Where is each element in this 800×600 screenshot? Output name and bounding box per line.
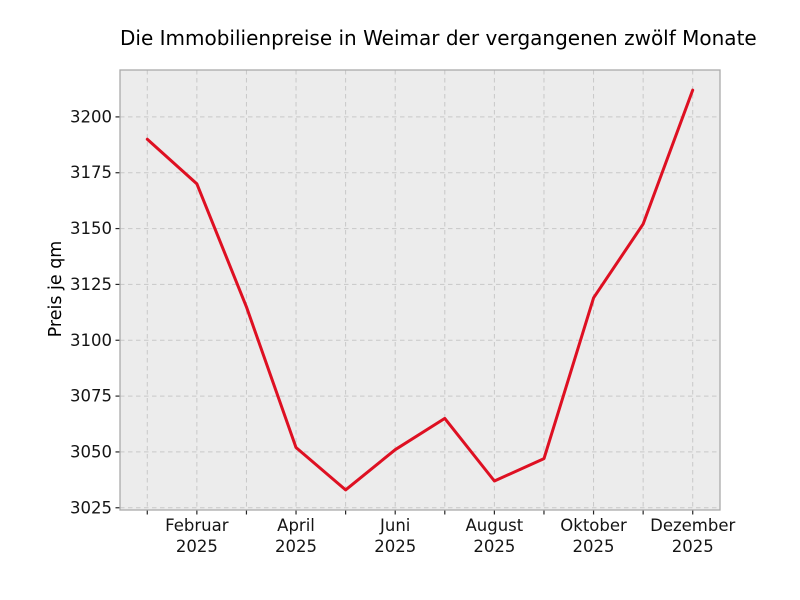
y-tick-label: 3050: [70, 442, 112, 461]
y-tick-label: 3175: [70, 163, 112, 182]
y-tick-label: 3100: [70, 331, 112, 350]
x-tick-label-month: August: [466, 516, 524, 535]
x-tick-label-year: 2025: [374, 537, 416, 556]
x-tick-label-year: 2025: [473, 537, 515, 556]
x-tick-label-year: 2025: [176, 537, 218, 556]
x-tick-label-month: Februar: [165, 516, 229, 535]
y-tick-label: 3125: [70, 275, 112, 294]
x-tick-label-month: Oktober: [560, 516, 627, 535]
plot-area: [120, 70, 720, 510]
y-tick-label: 3075: [70, 387, 112, 406]
x-tick-label-month: Dezember: [650, 516, 735, 535]
y-tick-label: 3025: [70, 498, 112, 517]
price-line: [145, 88, 695, 492]
x-tick-label-year: 2025: [275, 537, 317, 556]
x-tick-label-month: April: [277, 516, 315, 535]
x-tick-label-month: Juni: [379, 516, 410, 535]
plot-border: [119, 69, 721, 511]
chart-title: Die Immobilienpreise in Weimar der verga…: [120, 26, 757, 50]
y-tick-label: 3150: [70, 219, 112, 238]
y-tick-label: 3200: [70, 107, 112, 126]
x-tick-label-year: 2025: [573, 537, 615, 556]
x-tick-label-year: 2025: [672, 537, 714, 556]
